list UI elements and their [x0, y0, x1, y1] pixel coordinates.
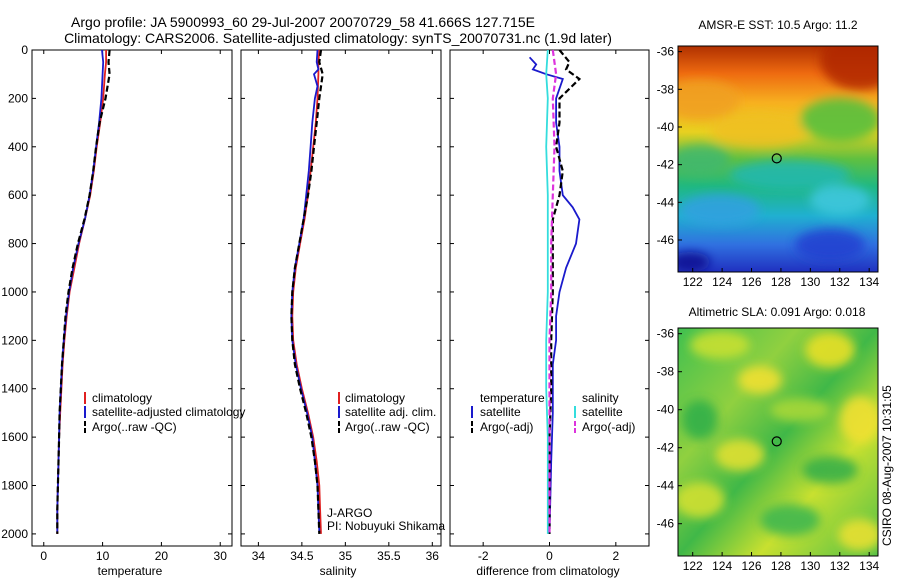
x-tick-label: 10 — [96, 549, 110, 563]
map-y-tick-label: -38 — [657, 82, 675, 96]
salinity-annotation-program: J-ARGO — [327, 506, 372, 520]
series-line-argo-adj- — [548, 49, 558, 534]
x-tick-label: 34.5 — [290, 549, 314, 563]
map-x-tick-label: 122 — [683, 559, 703, 573]
salinity-panel: 34 34.5 35 35.5 36 salinity climatology sate… — [240, 49, 445, 578]
series-line-argo-raw-qc- — [56, 49, 111, 534]
y-tick-label: 1800 — [1, 479, 28, 493]
y-tick-label: 1600 — [1, 430, 28, 444]
map-x-tick-label: 124 — [712, 275, 732, 289]
legend-label-temp-satellite: satellite — [480, 405, 521, 419]
y-tick-label: 800 — [8, 237, 28, 251]
y-tick-label: 0 — [21, 43, 28, 57]
sst-map-axes — [677, 45, 879, 273]
temperature-axes — [31, 49, 233, 547]
legend-label-climatology: climatology — [345, 391, 405, 405]
legend-label-argo: Argo(..raw -QC) — [345, 420, 430, 434]
sst-map-panel: AMSR-E SST: 10.5 Argo: 11.2 122 124 126 128… — [657, 18, 880, 289]
map-x-tick-label: 134 — [859, 275, 879, 289]
map-x-tick-label: 132 — [830, 275, 850, 289]
y-tick-label: 1400 — [1, 382, 28, 396]
map-x-tick-label: 130 — [800, 559, 820, 573]
map-y-tick-label: -36 — [657, 45, 675, 59]
y-tick-label: 400 — [8, 140, 28, 154]
map-x-tick-label: 130 — [800, 275, 820, 289]
map-x-tick-label: 124 — [712, 559, 732, 573]
argo-location-marker — [771, 153, 782, 164]
x-tick-label: 35 — [339, 549, 353, 563]
legend-group-temperature: temperature — [480, 391, 545, 405]
legend-label-climatology: climatology — [92, 391, 152, 405]
salinity-legend: climatology satellite adj. clim. Argo(..… — [338, 391, 436, 434]
x-tick-label: 30 — [214, 549, 228, 563]
difference-legend: temperature satellite Argo(-adj) salinit… — [471, 391, 635, 434]
map-y-tick-label: -42 — [657, 158, 675, 172]
map-y-tick-label: -44 — [657, 195, 675, 209]
x-tick-label: 35.5 — [377, 549, 401, 563]
series-line-argo-raw-qc- — [290, 49, 324, 534]
temperature-xlabel: temperature — [98, 564, 163, 578]
map-y-tick-label: -44 — [657, 479, 675, 493]
sla-map-panel: Altimetric SLA: 0.091 Argo: 0.018 122 124… — [657, 305, 880, 573]
series-line-argo-adj- — [548, 49, 582, 534]
x-tick-label: -2 — [478, 549, 489, 563]
x-tick-label: 2 — [612, 549, 619, 563]
y-tick-label: 600 — [8, 188, 28, 202]
map-x-tick-label: 128 — [771, 559, 791, 573]
legend-label-temp-argo: Argo(-adj) — [480, 420, 533, 434]
map-y-tick-label: -36 — [657, 327, 675, 341]
legend-group-salinity: salinity — [582, 391, 619, 405]
map-x-tick-label: 132 — [830, 559, 850, 573]
map-x-tick-label: 122 — [683, 275, 703, 289]
series-line-satellite — [545, 49, 549, 534]
sla-map-axes — [677, 327, 879, 557]
map-x-tick-label: 126 — [742, 275, 762, 289]
map-y-tick-label: -46 — [657, 233, 675, 247]
figure-title-line1: Argo profile: JA 5900993_60 29-Jul-2007 … — [71, 14, 535, 30]
salinity-xlabel: salinity — [320, 564, 357, 578]
temperature-legend: climatology satellite-adjusted climatolo… — [84, 391, 245, 434]
sla-map-title: Altimetric SLA: 0.091 Argo: 0.018 — [689, 305, 866, 319]
map-y-tick-label: -46 — [657, 517, 675, 531]
x-tick-label: 0 — [546, 549, 553, 563]
sla-heatmap — [678, 328, 878, 556]
series-line-satellite-adjusted-climatology — [56, 49, 105, 532]
y-tick-label: 1200 — [1, 333, 28, 347]
map-y-tick-label: -38 — [657, 365, 675, 379]
side-credit: CSIRO 08-Aug-2007 10:31:05 — [880, 385, 894, 546]
sst-heatmap — [678, 46, 878, 272]
map-x-tick-label: 134 — [859, 559, 879, 573]
difference-panel: -2 0 2 difference from climatology tempera… — [449, 49, 650, 578]
legend-label-sal-argo: Argo(-adj) — [582, 420, 635, 434]
map-y-tick-label: -42 — [657, 441, 675, 455]
difference-xlabel: difference from climatology — [476, 564, 619, 578]
series-line-satellite — [528, 56, 581, 534]
legend-label-satellite-adjusted: satellite-adjusted climatology — [92, 405, 245, 419]
x-tick-label: 20 — [155, 549, 169, 563]
legend-label-satellite-adj: satellite adj. clim. — [345, 405, 436, 419]
y-tick-label: 2000 — [1, 527, 28, 541]
temperature-panel: 0 10 20 30 0 200 400 600 800 1000 1200 1400 1600 1800… — [1, 43, 245, 578]
y-tick-label: 200 — [8, 91, 28, 105]
map-x-tick-label: 128 — [771, 275, 791, 289]
x-tick-label: 36 — [426, 549, 440, 563]
salinity-annotation-pi: PI: Nobuyuki Shikama — [327, 519, 445, 533]
x-tick-label: 0 — [40, 549, 47, 563]
legend-label-sal-satellite: satellite — [582, 405, 623, 419]
sst-map-title: AMSR-E SST: 10.5 Argo: 11.2 — [698, 18, 858, 32]
salinity-axes — [240, 49, 442, 547]
map-y-tick-label: -40 — [657, 120, 675, 134]
legend-label-argo: Argo(..raw -QC) — [92, 420, 177, 434]
map-x-tick-label: 126 — [742, 559, 762, 573]
y-tick-label: 1000 — [1, 285, 28, 299]
x-tick-label: 34 — [252, 549, 266, 563]
argo-location-marker — [771, 436, 782, 447]
map-y-tick-label: -40 — [657, 403, 675, 417]
figure-title-line2: Climatology: CARS2006. Satellite-adjuste… — [64, 30, 612, 46]
